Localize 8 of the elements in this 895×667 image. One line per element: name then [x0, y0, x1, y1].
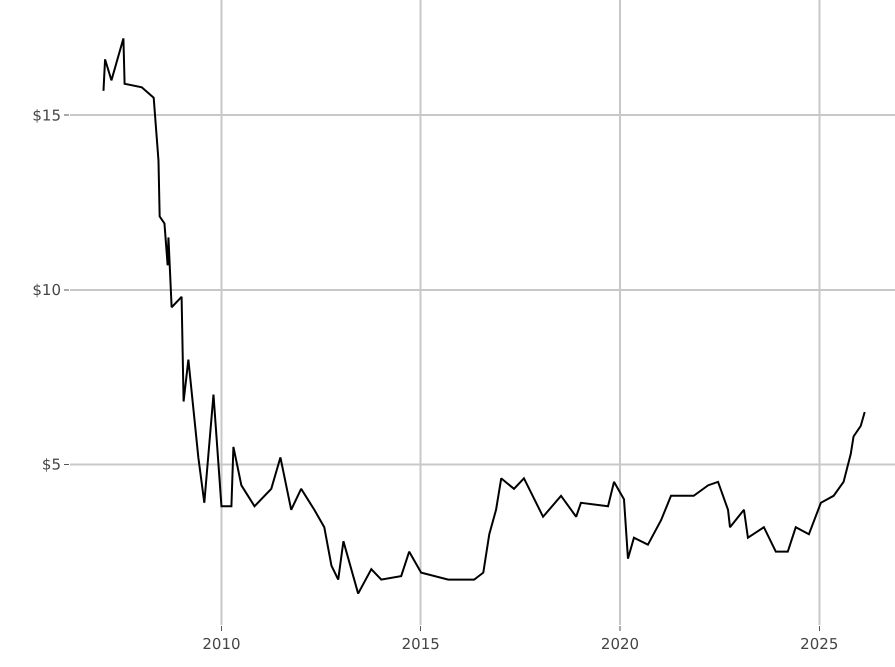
x-tick-label: 2010 — [202, 635, 241, 653]
x-tick-label: 2025 — [800, 635, 838, 653]
line-series — [102, 37, 866, 595]
x-tick-label: 2015 — [402, 635, 440, 653]
y-tick-label: $5 — [42, 456, 61, 474]
x-tick-label: 2020 — [600, 635, 640, 653]
y-tick-label: $10 — [32, 281, 61, 300]
y-tick-label: $15 — [32, 106, 61, 124]
